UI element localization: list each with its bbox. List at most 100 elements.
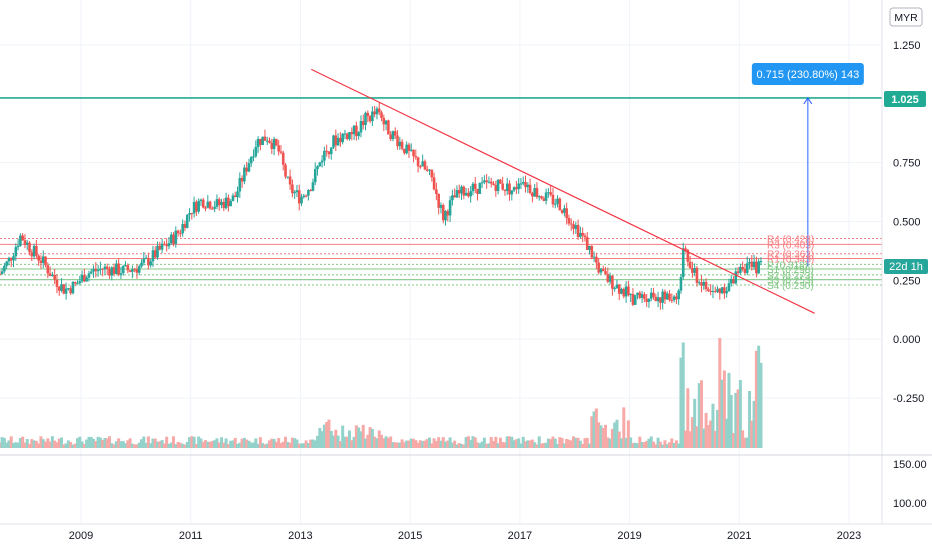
candle-body xyxy=(108,268,111,276)
volume-bar xyxy=(466,436,470,448)
candle-body xyxy=(448,200,452,216)
candle-body xyxy=(213,206,216,209)
candle-body xyxy=(460,186,463,194)
volume-bar xyxy=(293,438,297,448)
volume-bar xyxy=(167,443,171,448)
candle-body xyxy=(590,245,594,258)
currency-button[interactable] xyxy=(889,7,923,27)
volume-bar xyxy=(268,440,272,448)
volume-bar xyxy=(636,443,640,448)
candle-body xyxy=(409,149,413,151)
candle-body xyxy=(163,243,166,245)
candle-body xyxy=(341,133,344,143)
candle-body xyxy=(457,190,461,194)
volume-bar xyxy=(174,444,178,448)
candle-body xyxy=(713,290,717,292)
volume-bar xyxy=(25,439,29,448)
volume-bar xyxy=(713,430,717,448)
pivot-label: R4 (0.428) xyxy=(767,234,814,245)
candle-body xyxy=(240,177,244,182)
candle-body xyxy=(748,261,751,264)
volume-bar xyxy=(185,442,189,448)
volume-bar xyxy=(631,443,635,448)
candle-body xyxy=(389,134,392,140)
candle-body xyxy=(668,293,671,300)
candle-body xyxy=(119,273,123,275)
volume-bar xyxy=(213,440,217,448)
candle-body xyxy=(592,256,596,258)
volume-bar xyxy=(654,444,658,448)
volume-bar xyxy=(281,441,285,448)
candle-body xyxy=(652,292,655,297)
candle-body xyxy=(222,201,226,209)
candle-body xyxy=(309,189,312,191)
candle-body xyxy=(421,161,424,167)
volume-bar xyxy=(608,438,612,448)
volume-bar xyxy=(288,442,292,448)
pivot-label: P (0.318) xyxy=(767,260,808,271)
volume-bar xyxy=(402,442,406,448)
candle-body xyxy=(151,250,155,262)
volume-bar xyxy=(165,436,169,448)
candle-body xyxy=(489,181,493,184)
candle-body xyxy=(757,261,760,274)
volume-bar xyxy=(318,428,322,448)
volume-bar xyxy=(606,437,610,448)
downtrend-line[interactable] xyxy=(311,68,815,314)
volume-bar xyxy=(624,437,628,448)
candle-body xyxy=(112,267,116,274)
candle-body xyxy=(627,286,630,296)
volume-bar xyxy=(514,439,518,448)
candle-body xyxy=(601,268,605,272)
volume-bar xyxy=(487,443,491,448)
candle-body xyxy=(220,201,223,206)
volume-bar xyxy=(700,380,704,448)
candle-body xyxy=(80,274,84,282)
candle-body xyxy=(519,183,523,185)
volume-bar xyxy=(526,440,530,448)
candle-body xyxy=(750,261,754,268)
candle-body xyxy=(691,268,694,273)
candle-body xyxy=(649,292,653,299)
volume-bar xyxy=(546,438,550,448)
volume-bar xyxy=(430,443,434,448)
pivot-label: S1 (0.298) xyxy=(767,265,814,276)
volume-bar xyxy=(695,426,699,448)
volume-bar xyxy=(128,438,132,448)
measure-tool[interactable]: 0.715 (230.80%) 143 xyxy=(751,63,864,267)
volume-bar xyxy=(169,442,173,448)
volume-bar xyxy=(242,437,246,448)
candle-body xyxy=(149,261,152,266)
candle-body xyxy=(597,262,600,273)
candle-body xyxy=(400,141,404,149)
volume-bar xyxy=(462,444,466,448)
volume-bar xyxy=(537,436,541,448)
candle-body xyxy=(147,257,150,266)
candle-body xyxy=(57,286,61,291)
volume-bar xyxy=(658,441,662,448)
volume-bar xyxy=(286,441,290,448)
volume-bar xyxy=(510,436,514,448)
pivot-label: S4 (0.230) xyxy=(767,281,814,292)
candle-body xyxy=(476,189,479,194)
volume-bar xyxy=(553,438,557,448)
volume-bar xyxy=(647,438,651,448)
candle-body xyxy=(165,244,168,247)
candle-body xyxy=(631,294,635,305)
candle-body xyxy=(416,157,420,167)
candle-body xyxy=(407,144,411,151)
candle-body xyxy=(343,133,347,135)
volume-bar xyxy=(158,441,162,448)
volume-bar xyxy=(34,440,38,448)
volume-bar xyxy=(249,442,253,448)
candle-body xyxy=(492,183,495,185)
candle-body xyxy=(675,296,678,300)
volume-bar xyxy=(359,431,363,448)
candle-body xyxy=(160,243,164,250)
candle-body xyxy=(302,195,306,197)
volume-bar xyxy=(206,441,210,448)
candle-body xyxy=(44,256,47,266)
candle-body xyxy=(736,271,740,273)
candle-body xyxy=(681,248,685,277)
